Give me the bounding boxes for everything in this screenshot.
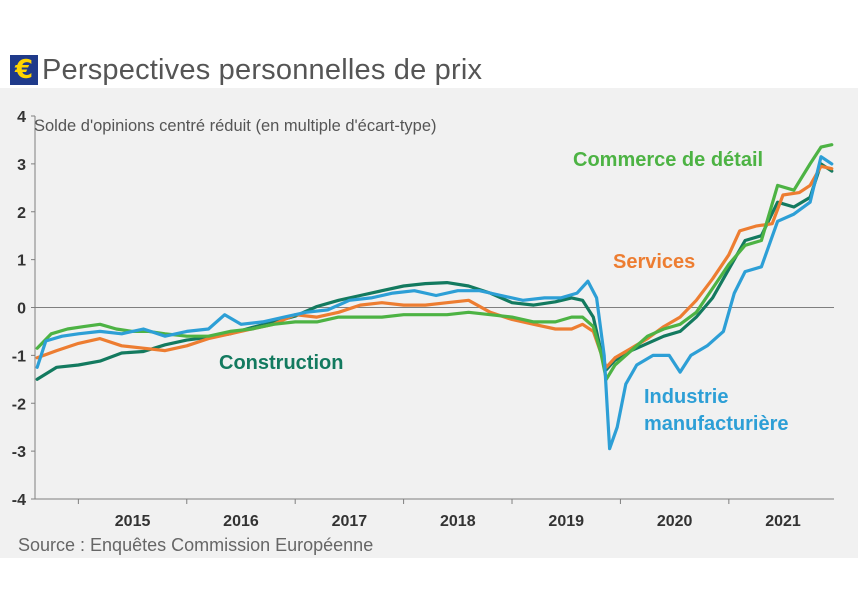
series-label-services: Services [613, 251, 695, 273]
series-line-commerce [35, 143, 834, 381]
y-tick-label: 4 [17, 109, 26, 126]
title-row: € Perspectives personnelles de prix [10, 52, 482, 88]
y-tick-label: 3 [17, 157, 26, 174]
x-tick-label: 2019 [548, 513, 584, 530]
x-tick-label: 2015 [115, 513, 151, 530]
x-tick-label: 2017 [332, 513, 368, 530]
series-line-industrie [35, 155, 834, 451]
euro-icon: € [10, 55, 38, 85]
chart-title: Perspectives personnelles de prix [42, 53, 483, 86]
x-tick-label: 2018 [440, 513, 476, 530]
x-tick-label: 2020 [657, 513, 693, 530]
y-tick-label: 1 [17, 253, 26, 270]
series-label-construction: Construction [219, 352, 343, 374]
y-tick-label: 2 [17, 205, 26, 222]
x-tick-label: 2016 [223, 513, 259, 530]
y-tick-label: -4 [12, 492, 26, 509]
source-note: Source : Enquêtes Commission Européenne [18, 535, 374, 555]
y-tick-label: -3 [12, 444, 26, 461]
series-label-industrie: Industrie [644, 386, 728, 408]
y-tick-label: -2 [12, 396, 26, 413]
series-line-services [35, 164, 834, 369]
y-tick-label: 0 [17, 301, 26, 318]
series-label-industrie: manufacturière [644, 413, 789, 435]
series-label-commerce: Commerce de détail [573, 149, 763, 171]
y-axis-label: Solde d'opinions centré réduit (en multi… [34, 117, 437, 135]
series-line-construction [35, 162, 834, 381]
y-tick-label: -1 [12, 348, 26, 365]
x-tick-label: 2021 [765, 513, 801, 530]
chart-panel [0, 88, 858, 558]
